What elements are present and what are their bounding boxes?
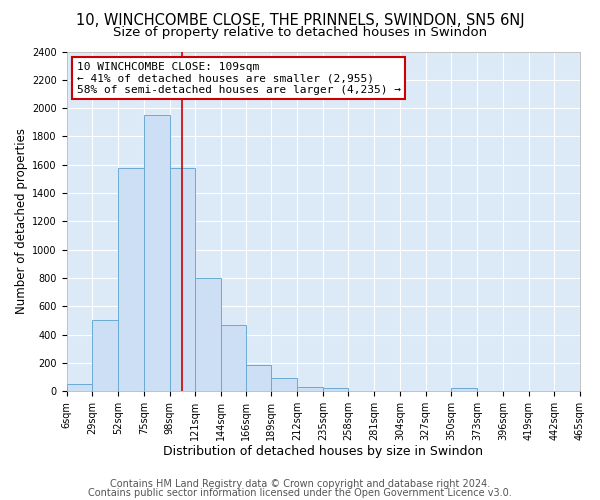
Bar xyxy=(170,168,195,391)
Bar xyxy=(221,324,245,391)
Text: Contains public sector information licensed under the Open Government Licence v3: Contains public sector information licen… xyxy=(88,488,512,498)
X-axis label: Distribution of detached houses by size in Swindon: Distribution of detached houses by size … xyxy=(163,444,484,458)
Y-axis label: Number of detached properties: Number of detached properties xyxy=(15,128,28,314)
Bar xyxy=(92,320,118,391)
Text: 10, WINCHCOMBE CLOSE, THE PRINNELS, SWINDON, SN5 6NJ: 10, WINCHCOMBE CLOSE, THE PRINNELS, SWIN… xyxy=(76,12,524,28)
Bar xyxy=(271,378,297,391)
Bar xyxy=(451,388,477,391)
Bar xyxy=(195,278,221,391)
Text: 10 WINCHCOMBE CLOSE: 109sqm
← 41% of detached houses are smaller (2,955)
58% of : 10 WINCHCOMBE CLOSE: 109sqm ← 41% of det… xyxy=(77,62,401,95)
Bar xyxy=(67,384,92,391)
Text: Contains HM Land Registry data © Crown copyright and database right 2024.: Contains HM Land Registry data © Crown c… xyxy=(110,479,490,489)
Bar xyxy=(297,387,323,391)
Bar xyxy=(118,168,144,391)
Bar xyxy=(245,365,271,391)
Bar xyxy=(323,388,349,391)
Bar xyxy=(144,115,170,391)
Text: Size of property relative to detached houses in Swindon: Size of property relative to detached ho… xyxy=(113,26,487,39)
